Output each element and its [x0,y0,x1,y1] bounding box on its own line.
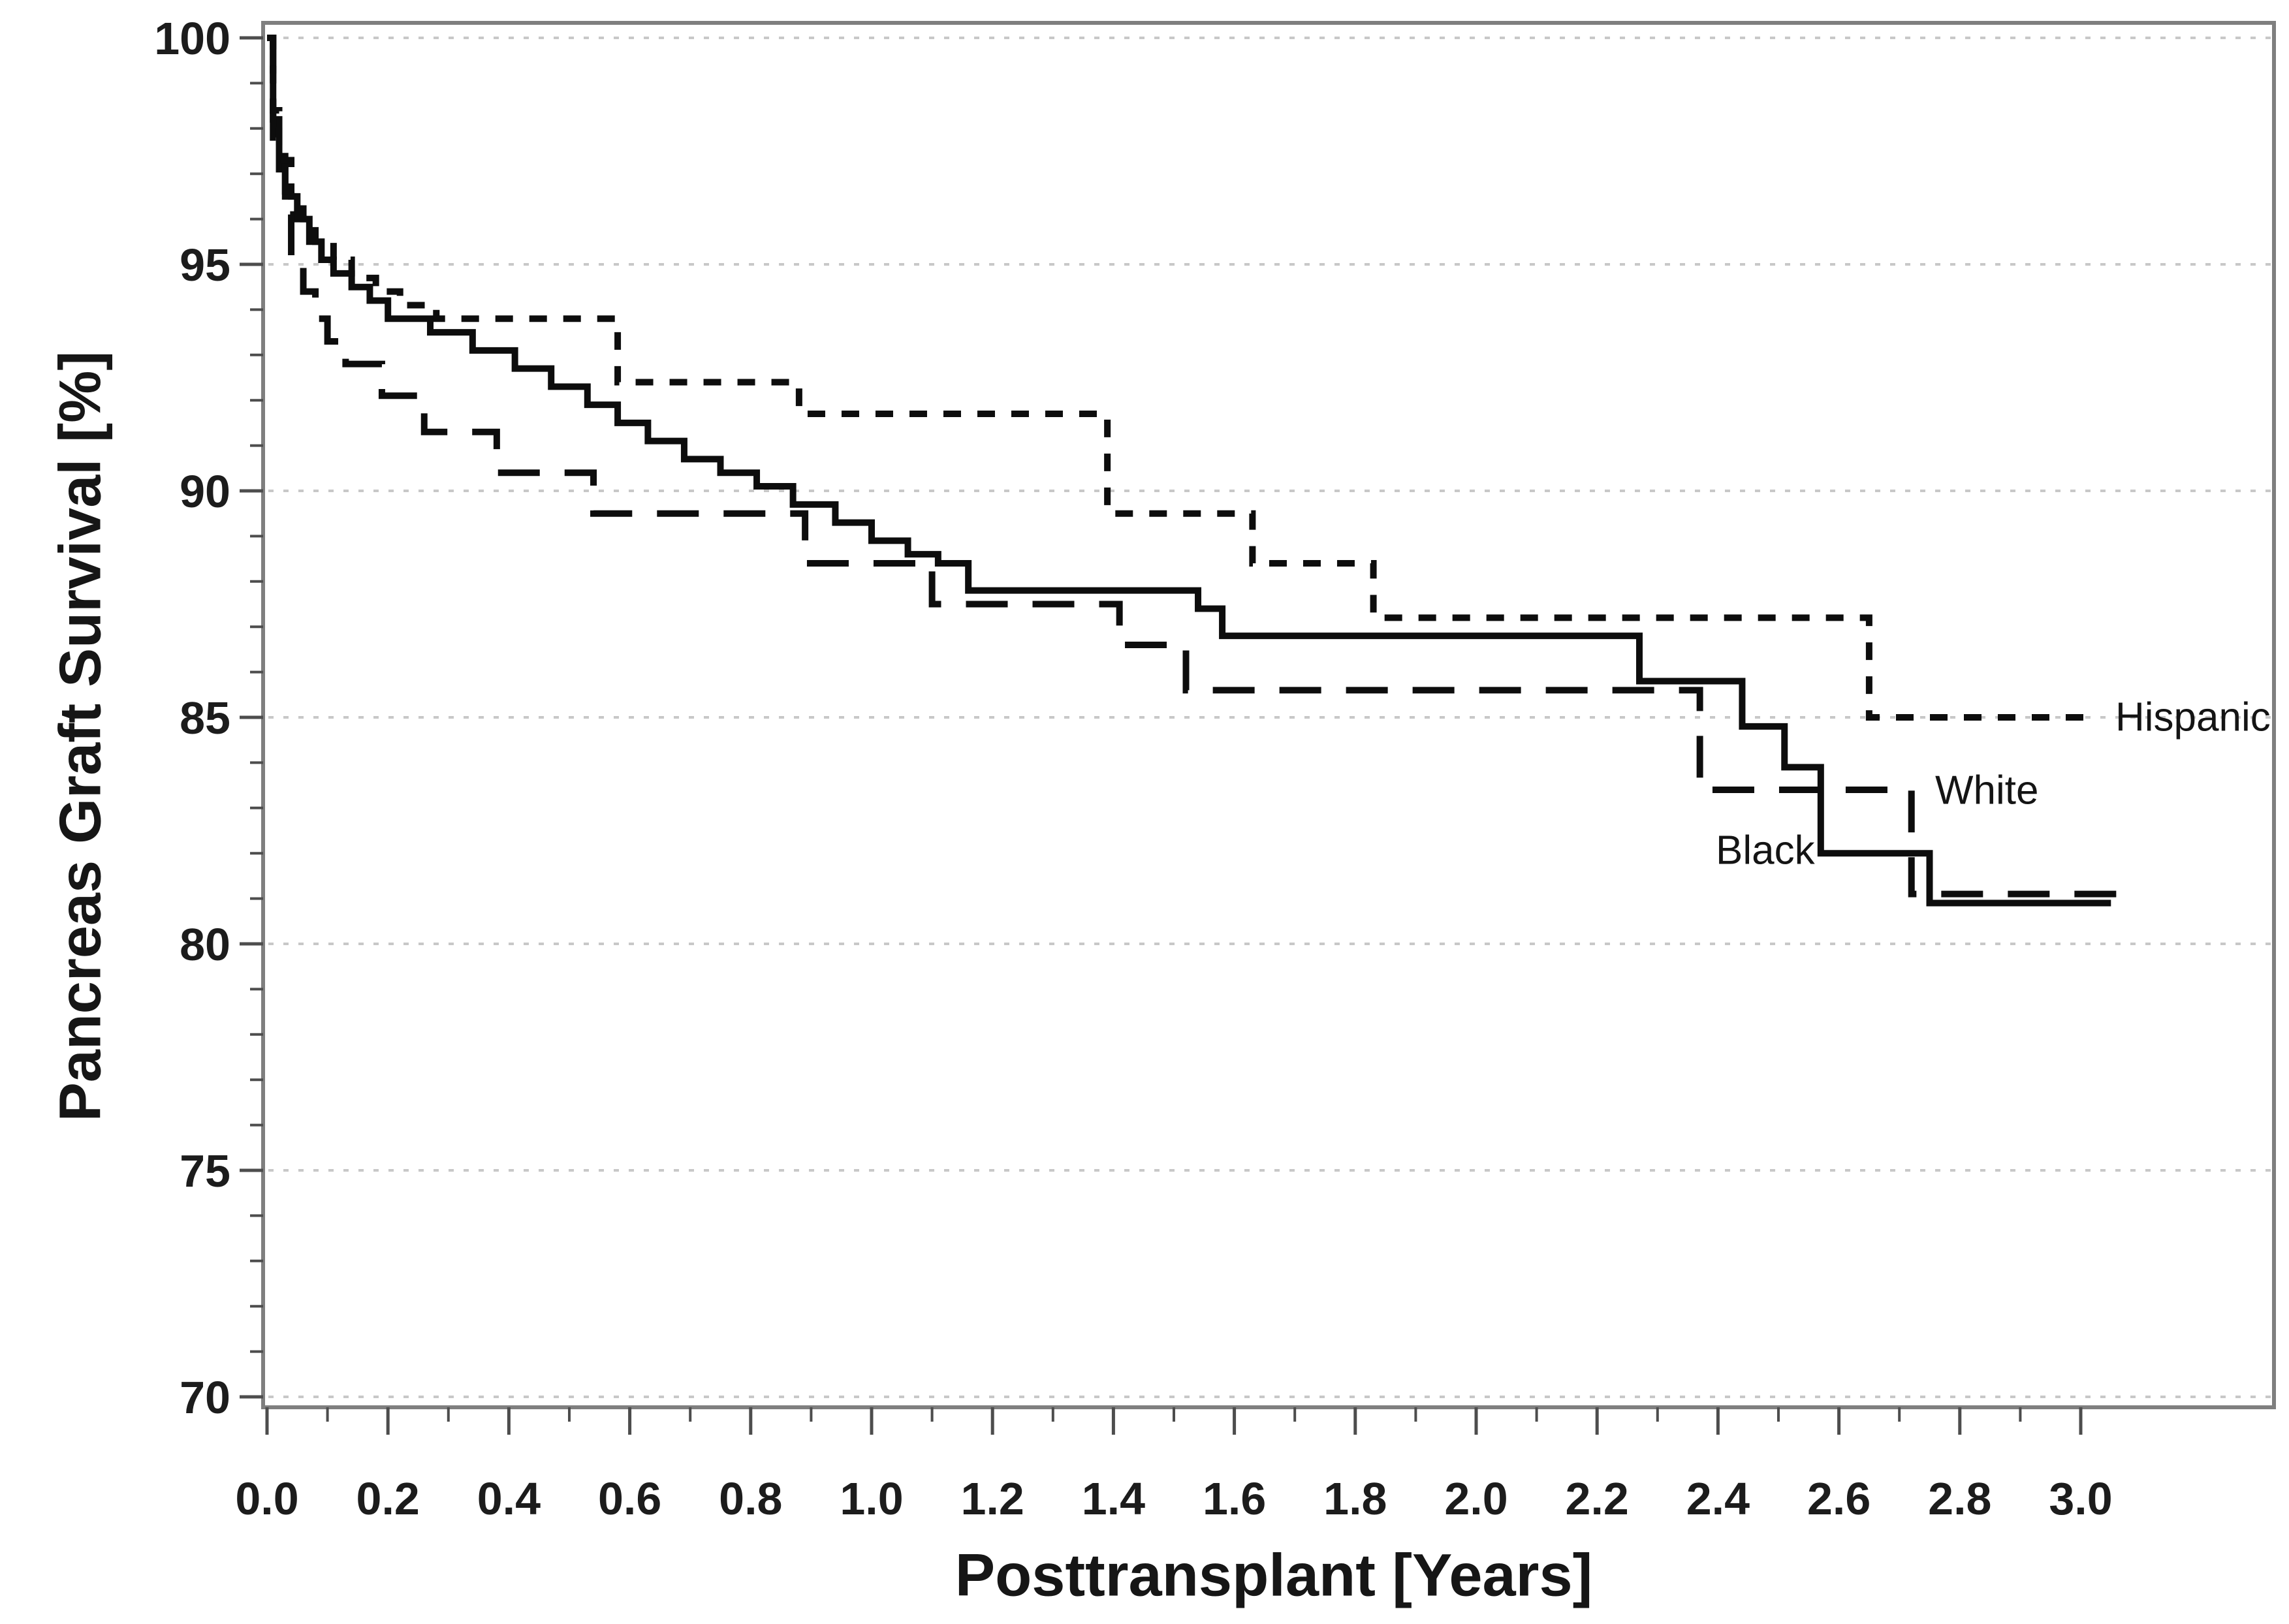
x-tick-label-0.6: 0.6 [598,1473,661,1524]
x-tick-label-1.0: 1.0 [840,1473,903,1524]
x-tick-label-0.4: 0.4 [477,1473,541,1524]
series-label-black: Black [1716,828,1815,873]
series-line-black [267,35,2111,907]
x-axis-title: Posttransplant [Years] [955,1542,1593,1609]
x-tick-label-0.8: 0.8 [719,1473,782,1524]
x-tick-label-0.0: 0.0 [235,1473,298,1524]
series-label-white: White [1935,768,2039,813]
x-tick-label-1.4: 1.4 [1082,1473,1145,1524]
x-tick-label-0.2: 0.2 [356,1473,420,1524]
x-tick-label-1.8: 1.8 [1323,1473,1387,1524]
x-tick-label-3.0: 3.0 [2049,1473,2112,1524]
series-label-hispanic: Hispanic [2115,695,2271,740]
plot-frame [261,21,2276,1409]
y-tick-label-85: 85 [180,693,230,743]
y-axis-title: Pancreas Graft Survival [%] [48,351,114,1122]
y-tick-label-80: 80 [180,919,230,970]
x-tick-label-2.2: 2.2 [1566,1473,1629,1524]
x-tick-label-2.6: 2.6 [1807,1473,1871,1524]
y-tick-label-70: 70 [180,1372,230,1423]
series-line-hispanic [267,35,2093,721]
y-tick-label-95: 95 [180,240,230,290]
y-tick-label-90: 90 [180,466,230,517]
y-tick-label-100: 100 [154,13,230,64]
x-tick-label-2.0: 2.0 [1444,1473,1508,1524]
y-tick-label-75: 75 [180,1146,230,1196]
x-tick-label-2.4: 2.4 [1686,1473,1750,1524]
series-line-white [267,35,2123,898]
x-tick-label-1.6: 1.6 [1203,1473,1266,1524]
x-tick-label-2.8: 2.8 [1928,1473,1991,1524]
x-tick-label-1.2: 1.2 [961,1473,1024,1524]
